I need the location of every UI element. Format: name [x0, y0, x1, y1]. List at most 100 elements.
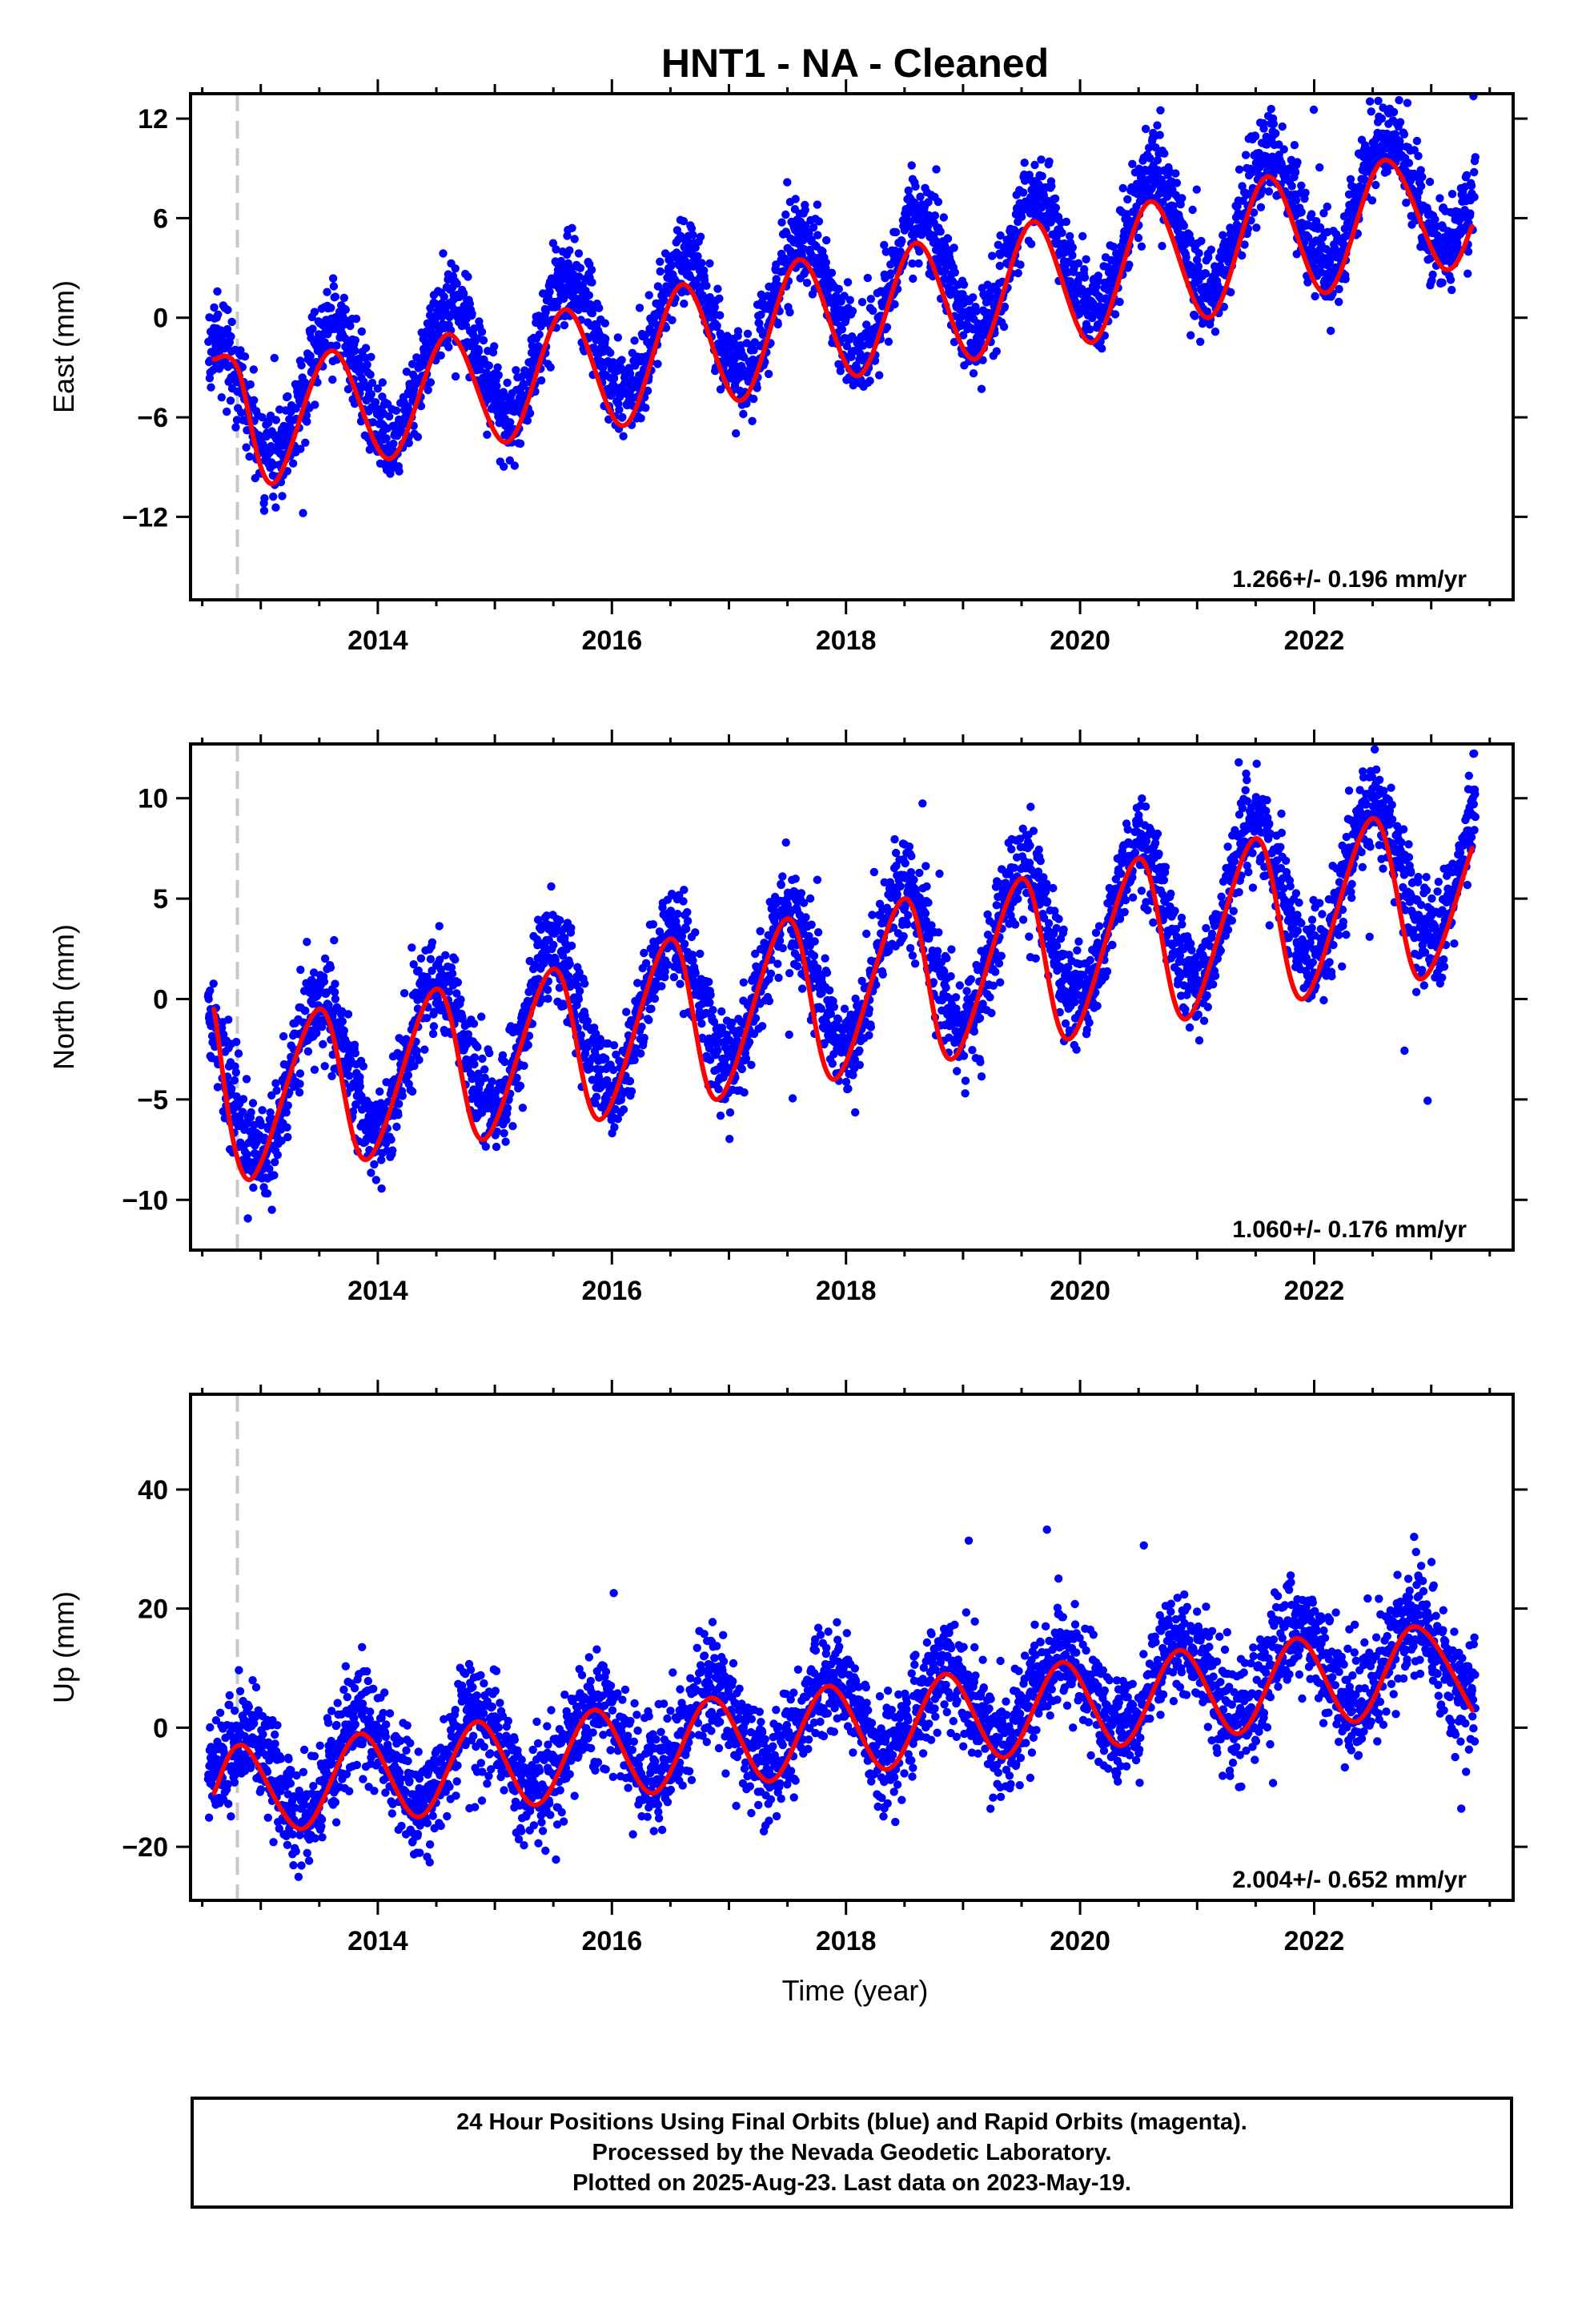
data-point [773, 320, 782, 329]
data-point [709, 1006, 717, 1015]
data-point [625, 1076, 635, 1086]
data-point [330, 987, 339, 997]
data-point [324, 1000, 333, 1010]
data-point [485, 1048, 494, 1058]
data-point [713, 321, 721, 330]
data-point [643, 386, 652, 396]
data-point [636, 414, 645, 423]
data-point [426, 955, 436, 963]
data-point [575, 987, 584, 995]
y-tick-label: −6 [137, 403, 168, 433]
data-point [911, 182, 920, 191]
data-point [565, 246, 574, 255]
data-point [996, 231, 1005, 240]
data-point [1259, 124, 1268, 133]
data-point [502, 1116, 511, 1124]
data-point [210, 303, 219, 312]
x-tick-label: 2022 [1284, 625, 1345, 656]
data-point [428, 1029, 438, 1039]
data-point [231, 1068, 240, 1077]
data-point [1271, 129, 1280, 138]
data-point [1141, 124, 1150, 134]
data-point [351, 314, 361, 324]
data-point [275, 405, 284, 414]
data-point [421, 338, 431, 347]
data-point [295, 1080, 304, 1088]
y-axis-label: East (mm) [47, 280, 80, 413]
data-point [886, 269, 895, 278]
data-point [480, 1073, 489, 1083]
data-point [296, 444, 305, 453]
data-point [706, 991, 715, 999]
data-point [617, 356, 626, 364]
data-point [1066, 231, 1074, 241]
data-point [656, 257, 665, 266]
data-point [560, 320, 569, 330]
data-point [908, 259, 917, 268]
data-point [408, 943, 416, 952]
data-point [1365, 97, 1375, 106]
data-point [1192, 185, 1202, 194]
data-point [809, 223, 818, 232]
data-point [950, 337, 959, 347]
data-point [717, 1023, 727, 1032]
data-point [436, 351, 445, 360]
chart-title: HNT1 - NA - Cleaned [661, 41, 1049, 86]
data-point [240, 352, 250, 361]
data-point [469, 1019, 479, 1028]
data-point [934, 197, 943, 207]
data-point [859, 341, 868, 350]
data-point [534, 312, 544, 320]
data-point [673, 910, 682, 919]
data-point [245, 452, 254, 461]
data-point [1153, 121, 1162, 130]
data-point [270, 1171, 279, 1180]
data-point [592, 1092, 601, 1101]
data-point [1335, 284, 1343, 294]
data-point [424, 385, 432, 395]
data-point [1153, 155, 1162, 165]
data-point [416, 401, 426, 411]
data-point [395, 1100, 404, 1108]
data-point [370, 1160, 379, 1169]
data-point [549, 940, 558, 950]
data-point [717, 1007, 726, 1016]
data-point [1123, 195, 1132, 204]
data-point [897, 236, 906, 246]
data-point [1074, 259, 1083, 267]
data-point [1026, 209, 1035, 218]
data-point [453, 978, 463, 987]
data-point [332, 341, 341, 350]
data-point [373, 384, 382, 393]
data-point [279, 1031, 288, 1041]
data-point [375, 1087, 384, 1096]
data-point [416, 954, 426, 963]
data-point [1366, 163, 1375, 172]
data-point [500, 462, 508, 471]
data-point [385, 412, 394, 421]
data-point [1155, 131, 1164, 139]
data-point [729, 338, 738, 348]
data-point [377, 1184, 386, 1193]
data-point [232, 1092, 241, 1101]
data-point [531, 981, 540, 990]
data-point [331, 995, 340, 1003]
data-point [1194, 262, 1203, 271]
data-point [600, 319, 609, 328]
data-point [477, 1012, 486, 1021]
data-point [801, 206, 809, 215]
data-point [404, 1071, 413, 1080]
data-point [329, 282, 339, 291]
data-point [697, 259, 706, 267]
data-point [713, 1046, 722, 1055]
data-point [242, 1075, 251, 1084]
data-point [510, 461, 519, 470]
data-point [845, 296, 855, 304]
data-point [452, 989, 461, 998]
data-point [1464, 247, 1473, 256]
data-point [959, 331, 968, 340]
data-point [880, 240, 889, 250]
data-point [613, 333, 622, 342]
data-point [865, 376, 874, 385]
data-point [246, 380, 255, 389]
